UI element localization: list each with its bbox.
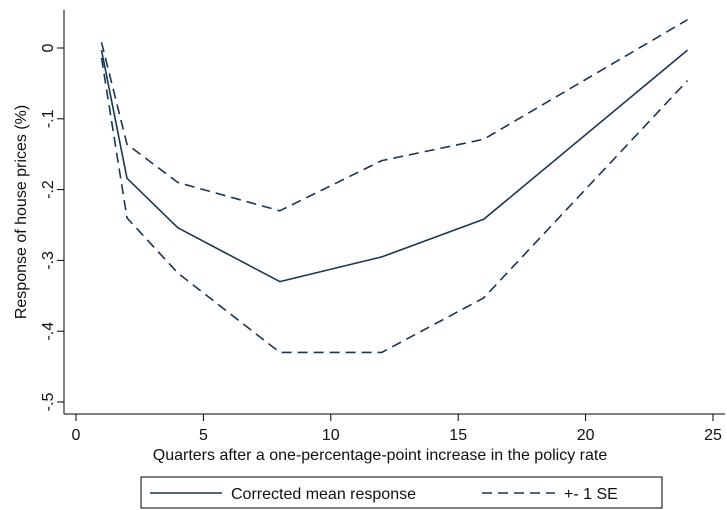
axes xyxy=(63,10,725,415)
y-tick-label-4: -.4 xyxy=(40,322,57,341)
x-tick-label-25: 25 xyxy=(704,427,722,444)
legend-box xyxy=(140,476,663,509)
y-tick-label-3: -.3 xyxy=(40,251,57,270)
series-upper-1-se xyxy=(100,19,688,212)
x-tick-label-20: 20 xyxy=(577,427,595,444)
series-lower-1-se xyxy=(100,57,689,354)
y-axis-title: Response of house prices (%) xyxy=(13,105,30,319)
x-tick-label-5: 5 xyxy=(199,427,208,444)
x-tick-label-10: 10 xyxy=(322,427,340,444)
y-tick-label-2: -.2 xyxy=(40,180,57,199)
legend-label-plus-minus-1-se: +- 1 SE xyxy=(564,486,618,503)
y-tick-label-5: -.5 xyxy=(40,393,57,412)
legend: Corrected mean response +- 1 SE xyxy=(140,476,663,509)
x-axis-title: Quarters after a one-percentage-point in… xyxy=(153,447,608,464)
legend-label-corrected-mean-response: Corrected mean response xyxy=(231,486,416,503)
ticks: 0 5 10 15 20 25 0 -.1 -.2 -.3 -.4 -.5 xyxy=(40,43,722,444)
x-tick-label-15: 15 xyxy=(449,427,467,444)
series-corrected-mean-response xyxy=(100,49,689,283)
x-tick-label-0: 0 xyxy=(72,427,81,444)
y-tick-label-0: 0 xyxy=(40,43,57,52)
series-layer xyxy=(100,19,689,354)
y-tick-label-1: -.1 xyxy=(40,109,57,128)
